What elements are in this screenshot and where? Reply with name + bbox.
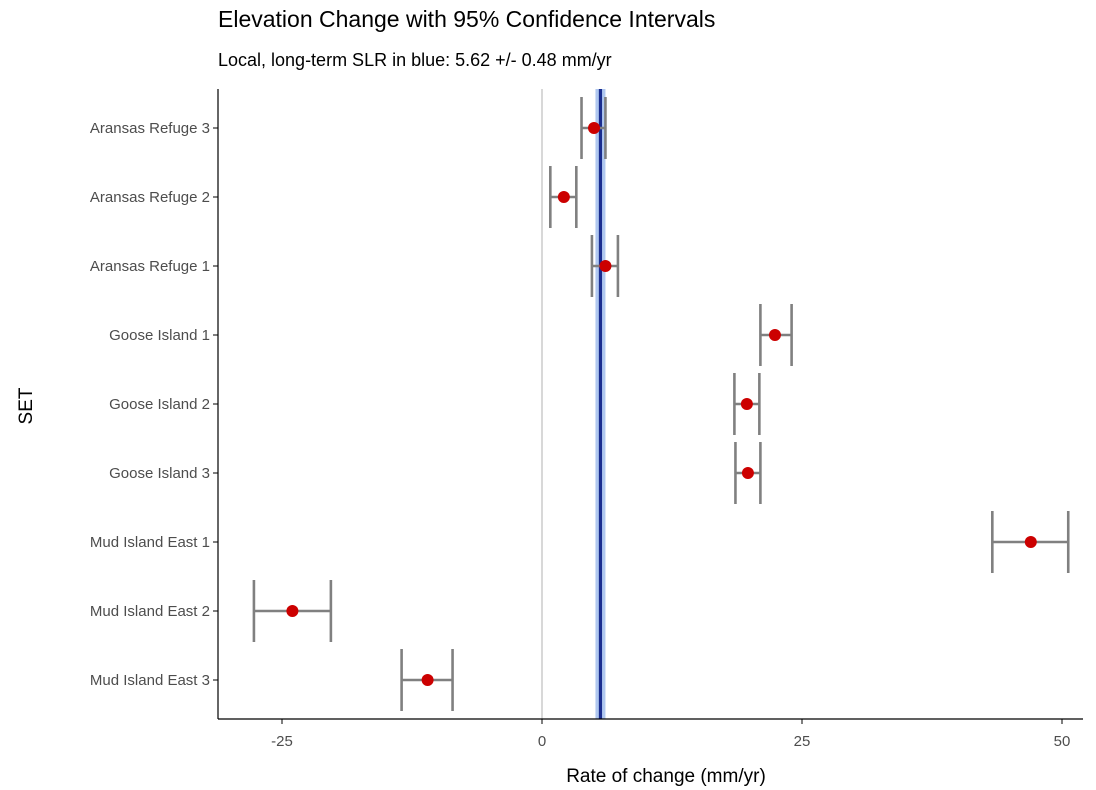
y-tick-label: Mud Island East 2 xyxy=(90,603,210,620)
points xyxy=(286,122,1037,686)
y-tick-label: Aransas Refuge 2 xyxy=(90,189,210,206)
y-tick-label: Goose Island 3 xyxy=(109,465,210,482)
data-point xyxy=(599,260,612,272)
x-tick-label: -25 xyxy=(271,733,293,750)
data-point xyxy=(421,674,434,686)
y-axis-title: SET xyxy=(16,387,37,424)
x-tick-label: 0 xyxy=(538,733,546,750)
data-point xyxy=(286,605,299,617)
axes xyxy=(213,89,1083,724)
y-tick-label: Goose Island 1 xyxy=(109,327,210,344)
data-point xyxy=(1024,536,1037,548)
chart-title: Elevation Change with 95% Confidence Int… xyxy=(218,6,716,32)
data-point xyxy=(588,122,600,134)
y-tick-label: Aransas Refuge 3 xyxy=(90,120,210,137)
x-tick-label: 25 xyxy=(794,733,811,750)
data-point xyxy=(768,329,781,341)
errorbars xyxy=(252,97,1070,711)
y-tick-label: Goose Island 2 xyxy=(109,396,210,413)
y-tick-label: Mud Island East 1 xyxy=(90,534,210,551)
data-point xyxy=(557,191,570,203)
data-point xyxy=(741,467,754,479)
x-axis-title: Rate of change (mm/yr) xyxy=(566,766,766,787)
x-tick-label: 50 xyxy=(1054,733,1071,750)
tick-labels: Aransas Refuge 3 Aransas Refuge 2 Aransas … xyxy=(90,120,1070,750)
chart-subtitle: Local, long-term SLR in blue: 5.62 +/- 0… xyxy=(218,50,612,70)
data-point xyxy=(740,398,753,410)
y-tick-label: Aransas Refuge 1 xyxy=(90,258,210,275)
reference-lines xyxy=(541,89,606,719)
y-tick-label: Mud Island East 3 xyxy=(90,672,210,689)
